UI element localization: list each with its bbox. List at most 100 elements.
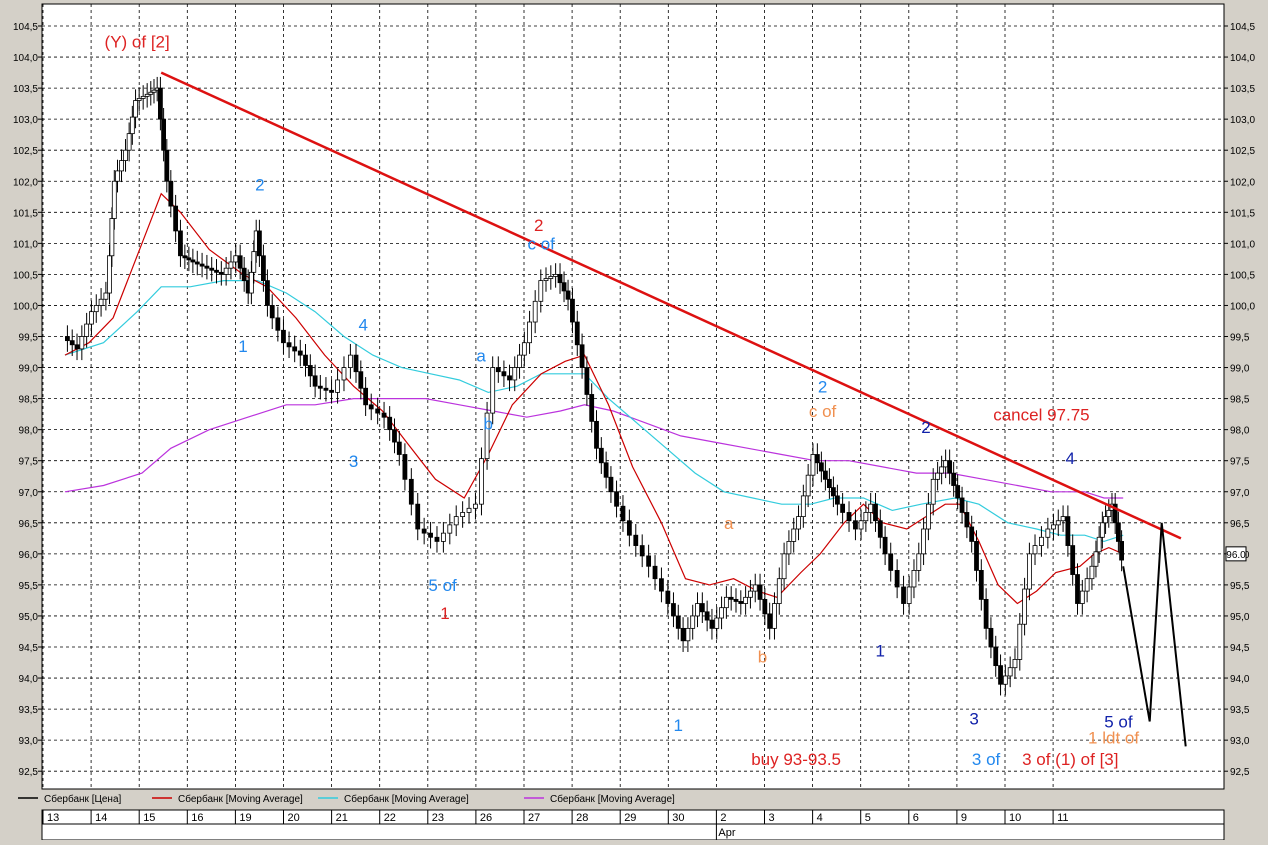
- price-candle-body: [901, 586, 906, 604]
- price-candle-body: [392, 429, 397, 443]
- price-candle-body: [633, 534, 639, 546]
- price-candle-body: [115, 170, 120, 182]
- x-tick-label: 16: [191, 812, 203, 824]
- x-tick-label: 5: [865, 812, 871, 824]
- price-candle-body: [69, 340, 75, 346]
- price-candle-body: [614, 491, 619, 507]
- price-candle-body: [1115, 522, 1121, 542]
- price-candle-body: [743, 596, 749, 604]
- price-candle-body: [251, 251, 257, 273]
- grid: [42, 4, 1224, 789]
- price-candle-body: [335, 379, 340, 393]
- price-candle-body: [608, 476, 614, 493]
- price-candle-body: [733, 598, 739, 602]
- price-candle-body: [1089, 565, 1095, 580]
- price-candle-body: [1032, 545, 1038, 555]
- price-candle-body: [894, 570, 900, 588]
- y-tick-label-right: 99,5: [1230, 333, 1250, 344]
- price-candle-body: [810, 454, 816, 476]
- price-candle-body: [1012, 659, 1018, 669]
- wave-annotation: 3 of (1) of [3]: [1022, 750, 1118, 769]
- y-tick-label-left: 103,0: [13, 115, 38, 126]
- price-candle-body: [65, 336, 70, 342]
- price-candle-body: [853, 520, 858, 530]
- price-candle-body: [119, 160, 124, 172]
- x-tick-label: 6: [913, 812, 919, 824]
- y-tick-label-left: 99,5: [19, 333, 39, 344]
- price-candle-body: [762, 598, 768, 615]
- price-candle-body: [781, 553, 787, 580]
- price-candle-body: [939, 466, 945, 474]
- price-candle-body: [1027, 553, 1032, 590]
- price-candle-body: [964, 512, 970, 528]
- price-candle-body: [846, 512, 852, 522]
- y-tick-label-left: 100,5: [13, 270, 38, 281]
- y-tick-label-left: 101,5: [13, 208, 38, 219]
- price-candle-body: [186, 257, 192, 261]
- price-candle-body: [303, 354, 308, 366]
- x-tick-label: 2: [720, 812, 726, 824]
- y-tick-label-left: 97,0: [19, 488, 39, 499]
- price-candle-body: [144, 93, 150, 97]
- x-tick-label: 3: [769, 812, 775, 824]
- price-candle-body: [98, 298, 104, 306]
- price-candle-body: [460, 512, 466, 517]
- y-tick-label-left: 98,5: [19, 395, 39, 406]
- price-candle-body: [512, 367, 518, 381]
- price-candle-body: [387, 416, 393, 431]
- wave-annotation: c of: [809, 402, 837, 421]
- price-candle-body: [415, 503, 421, 530]
- price-candle-body: [998, 665, 1003, 685]
- price-candle-body: [1099, 522, 1105, 538]
- price-candle-body: [772, 603, 777, 629]
- wave-annotation: (Y) of [2]: [105, 33, 170, 52]
- price-candle-body: [951, 472, 957, 486]
- y-tick-label-left: 102,5: [13, 146, 38, 157]
- price-candle-body: [1106, 509, 1112, 517]
- wave-annotation: 4: [1066, 449, 1075, 468]
- price-candle-body: [639, 545, 645, 557]
- y-tick-label-right: 95,5: [1230, 581, 1250, 592]
- price-candle-body: [527, 321, 532, 344]
- price-candle-body: [978, 570, 984, 600]
- price-candle-body: [265, 280, 270, 306]
- price-candle-body: [826, 478, 832, 489]
- price-candle-body: [988, 627, 994, 648]
- y-tick-label-right: 100,0: [1230, 301, 1255, 312]
- y-tick-label-right: 103,0: [1230, 115, 1255, 126]
- price-candle-body: [620, 505, 626, 522]
- y-tick-label-left: 104,5: [13, 22, 38, 33]
- x-tick-label: 26: [480, 812, 492, 824]
- price-candle-body: [1022, 588, 1027, 625]
- price-candle-body: [269, 305, 275, 319]
- price-candle-body: [168, 180, 174, 207]
- last-price-box: [1225, 546, 1247, 562]
- price-candle-body: [148, 91, 154, 95]
- price-candle-body: [223, 267, 229, 275]
- price-candle-body: [199, 263, 205, 267]
- price-candle-body: [709, 619, 715, 629]
- wave-annotation: b: [484, 415, 493, 434]
- price-candle-body: [517, 354, 522, 368]
- y-tick-label-left: 92,5: [19, 767, 39, 778]
- price-candle-body: [767, 613, 773, 629]
- price-candle-body: [1084, 578, 1090, 592]
- price-candle-body: [1079, 590, 1085, 604]
- wave-annotation: 2: [818, 377, 827, 396]
- price-candle-body: [317, 385, 323, 389]
- price-candle-body: [1075, 574, 1080, 604]
- x-tick-label: 10: [1009, 812, 1021, 824]
- wave-annotation: c of: [527, 235, 555, 254]
- price-candle-body: [1119, 541, 1124, 561]
- resistance-trendline: [160, 71, 1182, 540]
- y-tick-label-right: 97,0: [1230, 488, 1250, 499]
- y-tick-label-left: 96,5: [19, 519, 39, 530]
- price-candle-body: [906, 586, 912, 604]
- price-candle-body: [561, 282, 567, 292]
- price-candle-body: [690, 615, 696, 629]
- trendline-layer: [160, 71, 1182, 540]
- y-tick-label-left: 93,0: [19, 736, 39, 747]
- price-candle-body: [835, 495, 840, 505]
- month-strip: [41, 823, 1225, 841]
